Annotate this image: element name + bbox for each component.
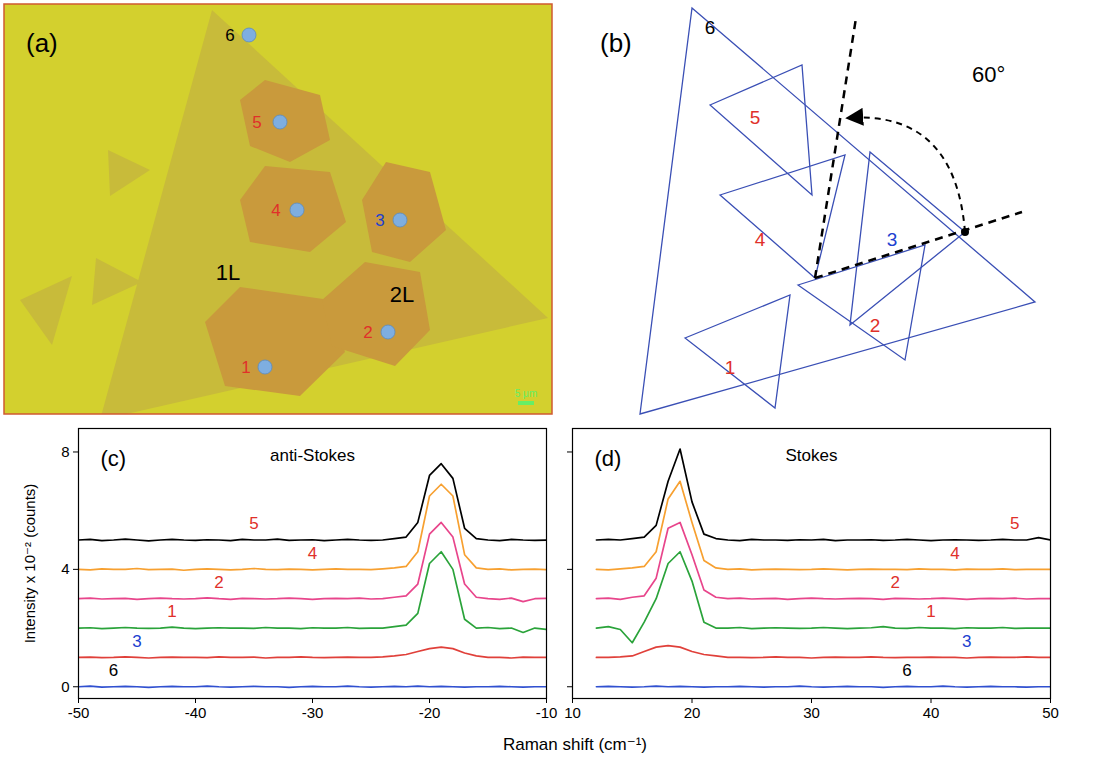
svg-text:2: 2 [870,315,881,336]
svg-text:1L: 1L [216,260,240,285]
svg-text:-10: -10 [536,704,558,721]
svg-text:30: 30 [803,704,820,721]
svg-text:6: 6 [902,661,911,680]
svg-text:-30: -30 [302,704,324,721]
svg-text:8: 8 [61,443,69,460]
svg-text:5 μm: 5 μm [515,388,537,399]
svg-text:-20: -20 [419,704,441,721]
svg-text:60°: 60° [972,62,1005,87]
svg-text:anti-Stokes: anti-Stokes [270,446,355,465]
svg-text:-40: -40 [185,704,207,721]
svg-text:(b): (b) [600,28,632,58]
svg-text:1: 1 [167,602,176,621]
svg-text:40: 40 [923,704,940,721]
svg-text:2: 2 [214,573,223,592]
svg-text:1: 1 [926,602,935,621]
svg-text:4: 4 [950,544,959,563]
svg-text:2: 2 [363,323,372,342]
svg-text:Stokes: Stokes [786,446,838,465]
svg-text:50: 50 [1042,704,1059,721]
svg-text:4: 4 [755,229,766,250]
svg-text:Intensity x 10⁻² (counts): Intensity x 10⁻² (counts) [21,484,38,644]
svg-text:6: 6 [225,26,234,45]
svg-text:(a): (a) [26,28,58,58]
svg-text:(d): (d) [595,446,622,471]
svg-text:20: 20 [684,704,701,721]
svg-text:3: 3 [132,632,141,651]
svg-text:5: 5 [750,107,761,128]
svg-text:1: 1 [241,358,250,377]
svg-text:6: 6 [705,17,716,38]
svg-text:10: 10 [564,704,581,721]
svg-text:3: 3 [962,632,971,651]
svg-text:5: 5 [1010,514,1019,533]
svg-text:1: 1 [725,357,736,378]
svg-text:4: 4 [61,560,69,577]
svg-text:5: 5 [249,514,258,533]
svg-text:0: 0 [61,678,69,695]
svg-text:2L: 2L [390,282,414,307]
svg-text:6: 6 [109,661,118,680]
svg-text:-50: -50 [68,704,90,721]
html-text:Raman shift (cm⁻¹): Raman shift (cm⁻¹) [503,735,647,754]
svg-text:(c): (c) [101,446,127,471]
svg-text:4: 4 [308,544,317,563]
svg-text:5: 5 [252,113,261,132]
svg-text:3: 3 [375,211,384,230]
svg-text:3: 3 [887,229,898,250]
svg-text:4: 4 [271,201,280,220]
svg-text:2: 2 [890,573,899,592]
